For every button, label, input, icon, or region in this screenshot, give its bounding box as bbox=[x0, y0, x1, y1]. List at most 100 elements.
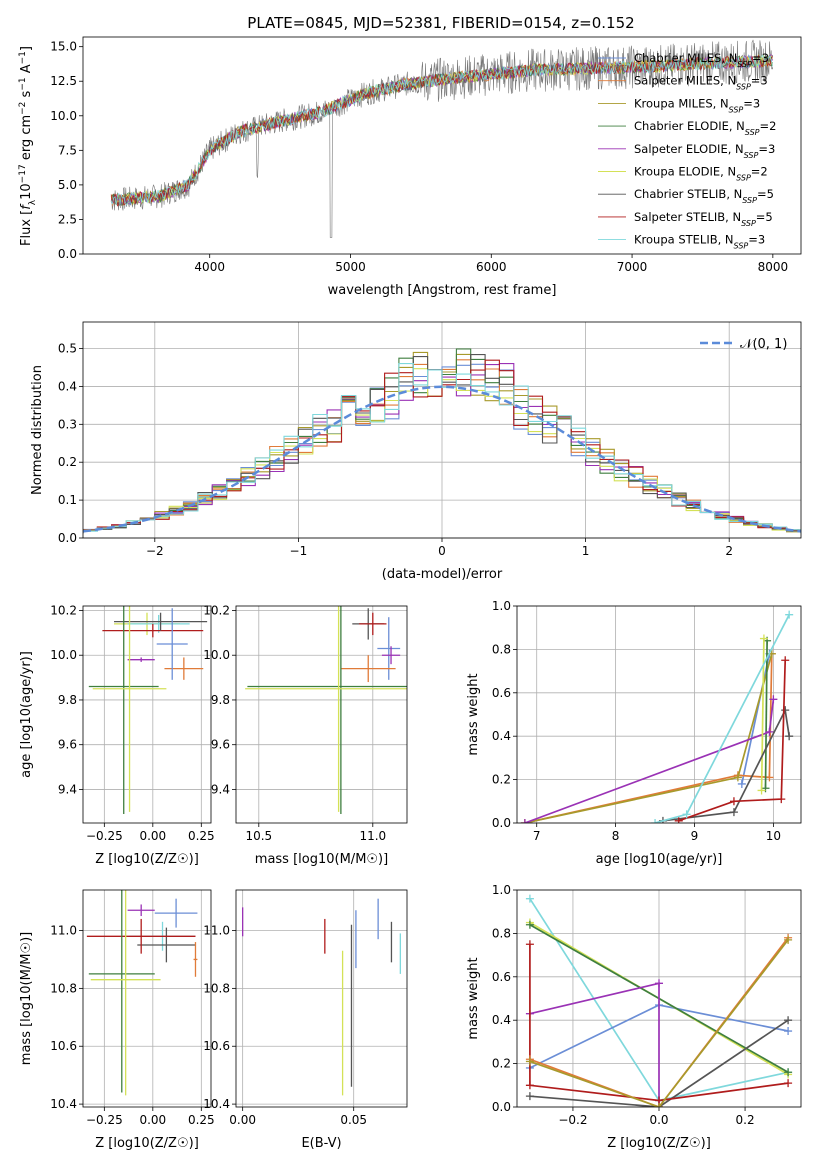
x-tick-label: −0.25 bbox=[86, 1113, 123, 1127]
y-tick-label: 0.6 bbox=[492, 686, 511, 700]
weight-series-7 bbox=[662, 707, 791, 822]
weight-marker bbox=[765, 773, 774, 782]
legend-entry: Chabrier MILES, NSSP=3 bbox=[634, 51, 769, 69]
axes-frame bbox=[516, 889, 802, 1108]
y-tick-label: 1.0 bbox=[492, 599, 511, 613]
x-tick-label: −0.2 bbox=[558, 1113, 587, 1127]
legend-entry: Salpeter MILES, NSSP=3 bbox=[634, 74, 768, 92]
legend-entry: Kroupa ELODIE, NSSP=2 bbox=[634, 165, 768, 183]
model-spectrum-7 bbox=[111, 55, 773, 206]
y-tick-label: 10.2 bbox=[203, 603, 230, 617]
y-tick-label: 9.4 bbox=[211, 782, 230, 796]
error-bars bbox=[242, 898, 401, 1096]
histograms bbox=[83, 348, 801, 534]
weight-marker bbox=[525, 1092, 534, 1101]
x-axis-label: age [log10(age/yr)] bbox=[596, 852, 723, 867]
x-tick-label: −1 bbox=[290, 544, 308, 558]
y-axis-label: Flux [fλ10−17 erg cm−2 s−1 A−1] bbox=[18, 46, 38, 246]
y-tick-label: 10.0 bbox=[50, 648, 77, 662]
weight-marker bbox=[784, 1079, 793, 1088]
y-tick-label: 0.8 bbox=[492, 926, 511, 940]
weight-series-8 bbox=[529, 937, 789, 1107]
y-tick-label: 0.1 bbox=[58, 493, 77, 507]
plots-group: 4000 5000 6000 7000 80000.02.55.07.510.012.5… bbox=[18, 36, 802, 1151]
y-axis-label: Normed distribution bbox=[30, 365, 45, 495]
y-axis-label: mass weight bbox=[466, 673, 481, 755]
weight-marker bbox=[784, 935, 793, 944]
y-tick-label: 0.0 bbox=[58, 531, 77, 545]
x-tick-label: 7000 bbox=[617, 260, 648, 274]
y-tick-label: 2.5 bbox=[58, 212, 77, 226]
y-tick-label: 10.8 bbox=[203, 981, 230, 995]
model-spectrum-6 bbox=[110, 55, 773, 205]
y-tick-label: 9.6 bbox=[58, 738, 77, 752]
spectrum-lines bbox=[110, 39, 774, 238]
weight-series-6 bbox=[529, 1019, 789, 1107]
weight-marker bbox=[769, 695, 778, 704]
y-tick-label: 11.0 bbox=[50, 924, 77, 938]
x-tick-label: 7 bbox=[533, 829, 541, 843]
axes-frame bbox=[516, 605, 802, 824]
x-tick-label: 0.00 bbox=[139, 1113, 166, 1127]
axes-frame bbox=[82, 36, 802, 255]
weight-series-6 bbox=[760, 638, 765, 791]
axes-6: −0.25 0.00 0.25 10.4 10.6 10.8 11.0 Z [log10(Z/… bbox=[19, 889, 215, 1151]
axes-frame bbox=[235, 889, 408, 1108]
axes-frame bbox=[82, 605, 212, 824]
model-spectrum-8 bbox=[110, 55, 773, 207]
weight-marker bbox=[655, 1103, 663, 1107]
error-bars bbox=[245, 606, 407, 815]
y-tick-label: 0.4 bbox=[492, 1013, 511, 1027]
y-tick-label: 9.8 bbox=[58, 693, 77, 707]
y-tick-label: 10.2 bbox=[50, 603, 77, 617]
x-tick-label: 0 bbox=[438, 544, 446, 558]
weight-marker bbox=[757, 786, 766, 795]
weight-marker bbox=[784, 1027, 793, 1036]
y-tick-label: 10.8 bbox=[50, 981, 77, 995]
weight-marker bbox=[759, 634, 768, 643]
weight-marker bbox=[784, 1068, 793, 1077]
axes-frame bbox=[82, 889, 212, 1108]
legend-entry: Kroupa MILES, NSSP=3 bbox=[634, 96, 760, 114]
weight-marker bbox=[674, 816, 683, 823]
x-tick-label: 0.00 bbox=[139, 829, 166, 843]
weight-lines bbox=[520, 610, 794, 823]
weight-series-8 bbox=[678, 660, 787, 822]
y-tick-label: 9.4 bbox=[58, 782, 77, 796]
weight-series-9 bbox=[654, 614, 790, 823]
x-axis-label: Z [log10(Z/Z☉)] bbox=[95, 1136, 199, 1151]
weight-marker bbox=[520, 819, 529, 823]
weight-series-4 bbox=[764, 640, 768, 789]
axes-3: −0.25 0.00 0.25 9.4 9.6 9.8 10.0 10.2 Z [log10(Z… bbox=[19, 603, 215, 867]
weight-lines bbox=[525, 894, 793, 1107]
axes-frame bbox=[235, 605, 408, 824]
x-tick-label: 5000 bbox=[335, 260, 366, 274]
weight-marker bbox=[525, 920, 534, 929]
y-tick-label: 0.0 bbox=[58, 247, 77, 261]
x-tick-label: 0.25 bbox=[188, 1113, 215, 1127]
normal-curve bbox=[83, 385, 801, 533]
x-tick-label: 8 bbox=[612, 829, 620, 843]
weight-marker bbox=[525, 940, 534, 949]
y-tick-label: 9.6 bbox=[211, 738, 230, 752]
weight-series-1 bbox=[740, 653, 771, 785]
x-tick-label: 9 bbox=[691, 829, 699, 843]
y-tick-label: 0.4 bbox=[58, 379, 77, 393]
y-tick-label: 10.4 bbox=[203, 1097, 230, 1111]
x-tick-label: −0.25 bbox=[86, 829, 123, 843]
y-tick-label: 10.6 bbox=[203, 1039, 230, 1053]
y-axis-label: mass weight bbox=[466, 957, 481, 1039]
y-tick-label: 9.8 bbox=[211, 693, 230, 707]
x-tick-label: 11.0 bbox=[359, 829, 386, 843]
weight-series-2 bbox=[524, 653, 773, 823]
weight-marker bbox=[781, 706, 790, 715]
axes-2: −2 −1 0 1 2 0.0 0.1 0.2 0.3 0.4 0.5 𝒩(0, 1) (data-mo… bbox=[30, 321, 802, 582]
weight-marker bbox=[737, 779, 746, 788]
error-bars bbox=[86, 890, 198, 1096]
weight-marker bbox=[781, 656, 790, 665]
y-tick-label: 0.0 bbox=[492, 1100, 511, 1114]
x-tick-label: 10 bbox=[766, 829, 781, 843]
x-tick-label: 2 bbox=[725, 544, 733, 558]
legend-entry: Chabrier STELIB, NSSP=5 bbox=[634, 187, 774, 205]
